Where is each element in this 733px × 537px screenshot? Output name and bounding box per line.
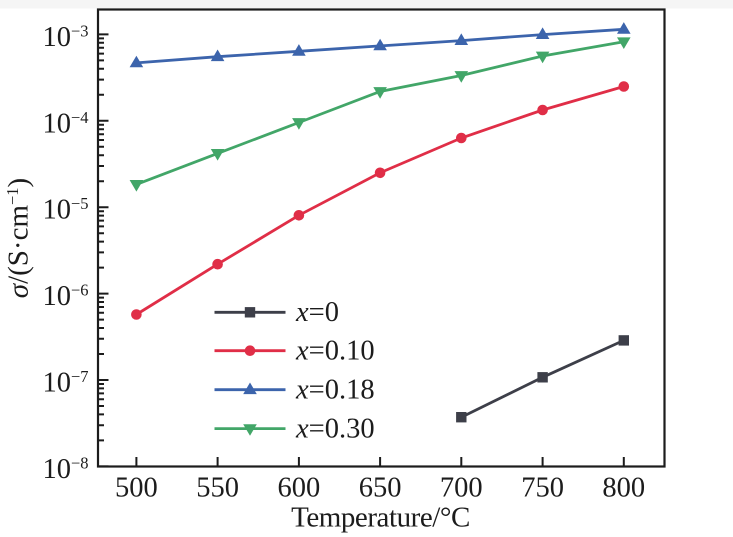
svg-text:500: 500 xyxy=(115,473,158,504)
svg-text:650: 650 xyxy=(359,473,402,504)
svg-text:x=0.10: x=0.10 xyxy=(295,335,375,366)
svg-text:x=0: x=0 xyxy=(295,297,339,328)
svg-text:σ/(S·cm−1): σ/(S·cm−1) xyxy=(3,178,35,298)
svg-text:Temperature/°C: Temperature/°C xyxy=(291,502,470,534)
svg-text:600: 600 xyxy=(278,473,321,504)
svg-text:550: 550 xyxy=(196,473,239,504)
svg-text:10−7: 10−7 xyxy=(42,367,88,399)
svg-text:x=0.30: x=0.30 xyxy=(295,413,375,444)
svg-text:800: 800 xyxy=(602,473,645,504)
svg-text:750: 750 xyxy=(521,473,564,504)
svg-text:10−5: 10−5 xyxy=(42,194,88,226)
svg-text:700: 700 xyxy=(440,473,483,504)
svg-text:x=0.18: x=0.18 xyxy=(295,374,375,405)
